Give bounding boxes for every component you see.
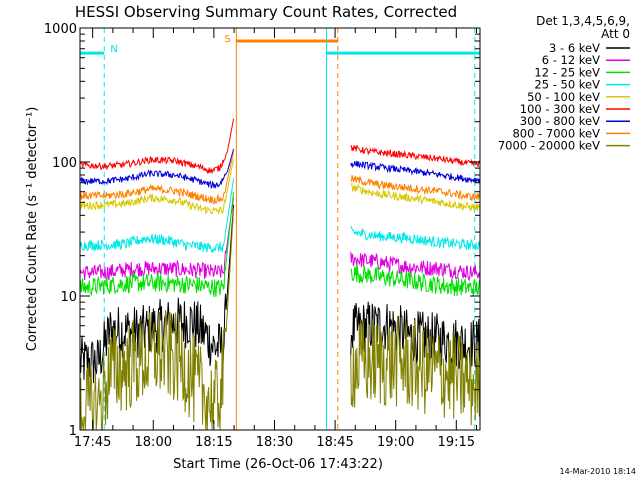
saa-marker-label: S — [224, 34, 230, 45]
chart-title: HESSI Observing Summary Count Rates, Cor… — [75, 3, 457, 21]
y-axis: 1 10 100 1000 — [44, 22, 480, 439]
series-line — [79, 159, 234, 215]
legend-entry-label: 6 - 12 keV — [542, 53, 600, 67]
series-line — [79, 191, 234, 298]
y-tick-label: 10 — [60, 290, 77, 305]
series-trace — [79, 159, 481, 215]
series-trace — [79, 208, 481, 431]
x-tick-label: 18:30 — [256, 435, 293, 450]
y-tick-label: 1 — [69, 424, 77, 439]
legend-entry-label: 300 - 800 keV — [520, 114, 600, 128]
series-line — [350, 183, 481, 212]
y-tick-label: 1000 — [44, 22, 77, 37]
series-line — [350, 225, 481, 251]
y-tick-label: 100 — [52, 156, 77, 171]
x-tick-label: 17:45 — [74, 435, 111, 450]
series-line — [79, 178, 234, 253]
series-line — [79, 196, 234, 281]
series-line — [79, 152, 234, 205]
series-line — [79, 208, 234, 431]
series-line — [79, 148, 234, 189]
series-trace — [79, 152, 481, 205]
y-axis-label: Corrected Count Rate (s⁻¹ detector⁻¹) — [25, 107, 40, 352]
plot-frame — [79, 27, 481, 431]
legend-entry-label: 100 - 300 keV — [520, 102, 600, 116]
legend-header-line-1: Det 1,3,4,5,6,9, — [536, 14, 630, 28]
series-line — [350, 251, 481, 282]
date-stamp: 14-Mar-2010 18:14 — [560, 467, 637, 476]
legend-entry-label: 25 - 50 keV — [534, 78, 600, 92]
series-line — [350, 315, 481, 426]
legend-entry-label: 50 - 100 keV — [527, 90, 600, 104]
series-line — [350, 175, 481, 201]
legend-entry-label: 3 - 6 keV — [549, 41, 600, 55]
series-line — [350, 144, 481, 168]
night-marker-label: N — [110, 44, 117, 55]
x-axis: 17:45 18:00 18:15 18:30 18:45 19:00 19:15 — [74, 28, 477, 450]
legend-header-line-2: Att 0 — [601, 27, 630, 41]
legend-entry-label: 7000 - 20000 keV — [498, 139, 600, 153]
plot-area: NS — [79, 28, 481, 431]
series-line — [79, 118, 234, 175]
series-line — [350, 265, 481, 297]
legend-entry-label: 800 - 7000 keV — [512, 126, 600, 140]
x-tick-label: 19:00 — [377, 435, 414, 450]
series-trace — [79, 118, 481, 175]
legend-entry-label: 12 - 25 keV — [534, 65, 600, 79]
x-tick-label: 18:15 — [195, 435, 232, 450]
series-trace — [79, 196, 481, 282]
x-axis-label: Start Time (26-Oct-06 17:43:22) — [173, 457, 383, 472]
series-line — [350, 160, 481, 184]
series-line — [79, 204, 234, 384]
series-trace — [79, 191, 481, 298]
x-tick-label: 18:00 — [135, 435, 172, 450]
x-tick-label: 19:15 — [438, 435, 475, 450]
series-trace — [79, 148, 481, 189]
series-trace — [79, 178, 481, 253]
x-tick-label: 18:45 — [316, 435, 353, 450]
